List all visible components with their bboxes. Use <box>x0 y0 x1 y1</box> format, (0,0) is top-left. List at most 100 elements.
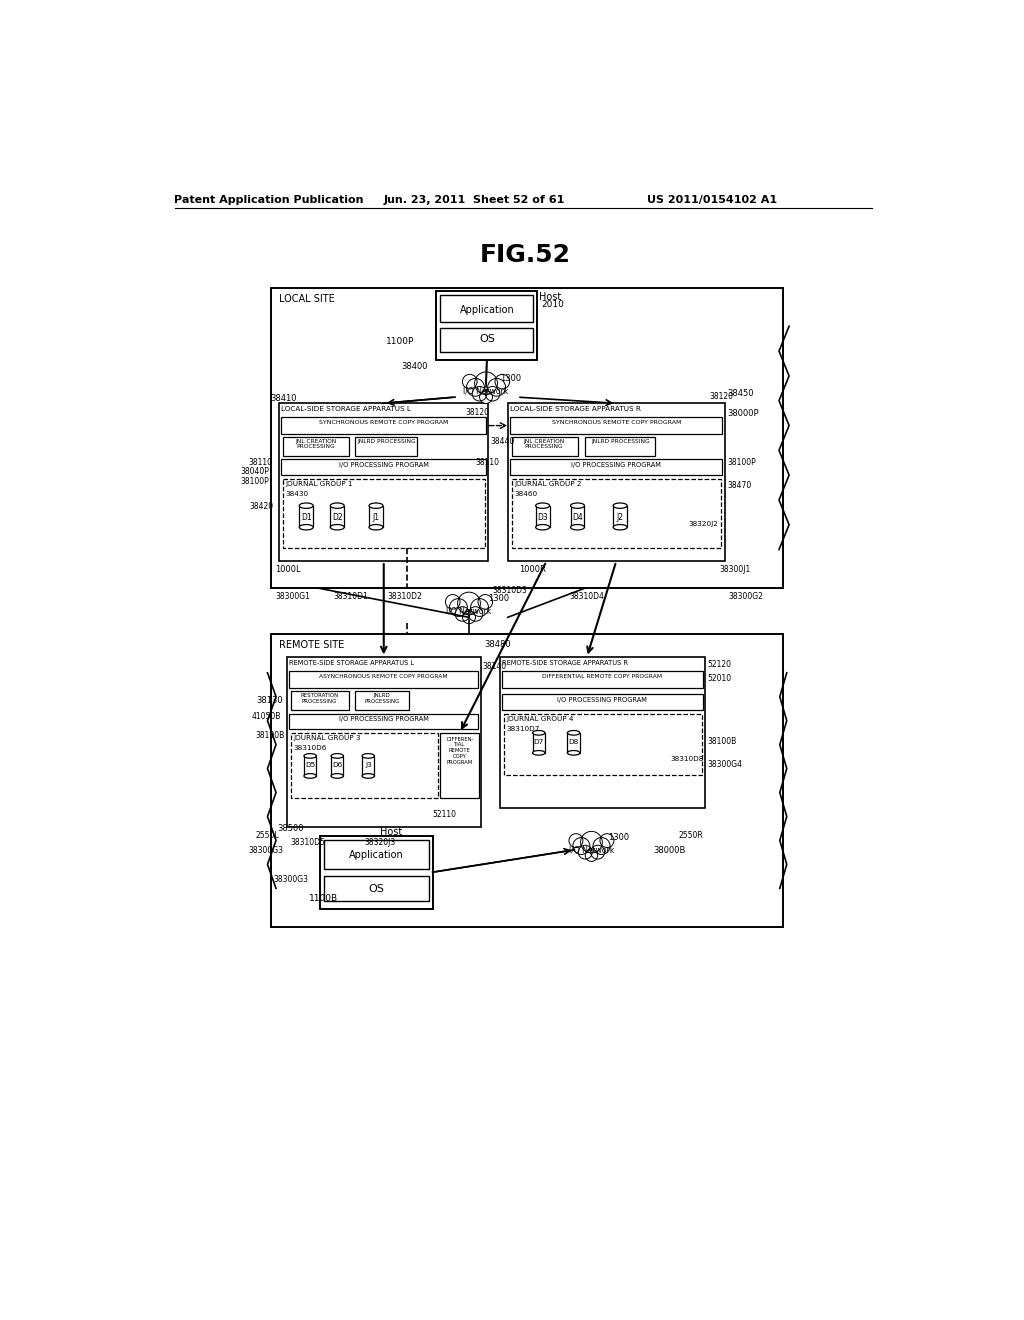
Bar <box>331 506 344 527</box>
Text: JOURNAL GROUP 1: JOURNAL GROUP 1 <box>286 480 353 487</box>
Text: 38100P: 38100P <box>241 478 269 486</box>
Text: 38410: 38410 <box>270 395 296 403</box>
Circle shape <box>475 372 498 395</box>
Circle shape <box>463 375 477 389</box>
Ellipse shape <box>369 503 383 508</box>
Ellipse shape <box>331 524 344 529</box>
Text: D4: D4 <box>572 513 583 523</box>
Text: 38300G1: 38300G1 <box>275 591 310 601</box>
Circle shape <box>479 391 493 404</box>
Text: LOCAL-SIDE STORAGE APPARATUS R: LOCAL-SIDE STORAGE APPARATUS R <box>510 405 641 412</box>
Bar <box>440 327 534 352</box>
Circle shape <box>463 611 475 623</box>
Bar <box>299 506 313 527</box>
Bar <box>436 290 538 360</box>
Circle shape <box>572 837 590 854</box>
Text: SYNCHRONOUS REMOTE COPY PROGRAM: SYNCHRONOUS REMOTE COPY PROGRAM <box>552 420 681 425</box>
Text: Host: Host <box>380 826 402 837</box>
Bar <box>355 692 410 710</box>
Text: 38470: 38470 <box>727 480 752 490</box>
Bar <box>503 671 703 688</box>
Bar <box>570 506 585 527</box>
Text: LOCAL SITE: LOCAL SITE <box>280 294 335 304</box>
Text: US 2011/0154102 A1: US 2011/0154102 A1 <box>647 195 777 206</box>
Text: JNLRD PROCESSING: JNLRD PROCESSING <box>591 438 649 444</box>
Bar <box>500 657 706 808</box>
Ellipse shape <box>331 774 343 779</box>
Circle shape <box>487 379 506 396</box>
Ellipse shape <box>570 503 585 508</box>
Text: 38110: 38110 <box>248 458 272 467</box>
Bar <box>321 836 432 909</box>
Text: D3: D3 <box>538 513 548 523</box>
Circle shape <box>569 834 583 847</box>
Ellipse shape <box>331 503 344 508</box>
Text: OS: OS <box>368 884 384 894</box>
Ellipse shape <box>304 754 316 758</box>
Circle shape <box>591 845 604 859</box>
Ellipse shape <box>536 524 550 529</box>
Text: 38300G3: 38300G3 <box>248 846 283 855</box>
Text: 38460: 38460 <box>514 491 537 498</box>
Text: 38310D7: 38310D7 <box>506 726 540 731</box>
Bar <box>282 459 486 475</box>
Text: DIFFEREN-
TIAL
REMOTE
COPY
PROGRAM: DIFFEREN- TIAL REMOTE COPY PROGRAM <box>446 737 473 764</box>
Text: FIG.52: FIG.52 <box>479 243 570 267</box>
Ellipse shape <box>567 751 580 755</box>
Text: I/O PROCESSING PROGRAM: I/O PROCESSING PROGRAM <box>339 462 429 467</box>
Bar <box>283 437 349 455</box>
Text: D2: D2 <box>332 513 343 523</box>
Circle shape <box>581 832 602 853</box>
Text: 38100P: 38100P <box>727 458 756 467</box>
Text: D6: D6 <box>332 762 342 768</box>
Text: 52120: 52120 <box>708 660 732 669</box>
Circle shape <box>579 845 592 859</box>
Circle shape <box>600 834 614 847</box>
Text: 38110: 38110 <box>475 458 500 467</box>
Bar <box>586 437 655 455</box>
Text: JOURNAL GROUP 4: JOURNAL GROUP 4 <box>506 715 573 722</box>
Circle shape <box>478 594 493 609</box>
Bar <box>280 404 488 561</box>
Bar <box>508 404 725 561</box>
Text: 38500: 38500 <box>278 825 304 833</box>
Text: Application: Application <box>460 305 514 314</box>
Text: 38310D6: 38310D6 <box>293 744 327 751</box>
Bar <box>287 657 480 826</box>
Ellipse shape <box>570 524 585 529</box>
Text: 38430: 38430 <box>286 491 308 498</box>
Text: 1000L: 1000L <box>275 565 301 574</box>
Text: D5: D5 <box>305 762 315 768</box>
Bar <box>503 694 703 710</box>
Bar <box>282 417 486 434</box>
Text: 38310D3: 38310D3 <box>493 586 527 595</box>
Bar <box>510 417 722 434</box>
Text: 1100P: 1100P <box>386 337 415 346</box>
Text: JNL CREATION
PROCESSING: JNL CREATION PROCESSING <box>295 438 336 450</box>
Text: 38120: 38120 <box>465 408 489 417</box>
Text: Host: Host <box>539 293 561 302</box>
Ellipse shape <box>362 754 375 758</box>
Circle shape <box>471 598 488 616</box>
Text: I/O PROCESSING PROGRAM: I/O PROCESSING PROGRAM <box>339 715 429 722</box>
Ellipse shape <box>567 730 580 735</box>
Circle shape <box>467 379 484 396</box>
Bar <box>510 459 722 475</box>
Text: 41050B: 41050B <box>252 711 282 721</box>
Text: 38310D5: 38310D5 <box>291 838 326 847</box>
Text: 38320J2: 38320J2 <box>689 521 719 527</box>
Bar <box>369 506 383 527</box>
Bar <box>324 840 429 869</box>
Ellipse shape <box>304 774 316 779</box>
Text: Patent Application Publication: Patent Application Publication <box>174 195 364 206</box>
Text: 38300G2: 38300G2 <box>729 591 764 601</box>
Text: 38310D8: 38310D8 <box>671 756 703 762</box>
Text: REMOTE-SIDE STORAGE APPARATUS L: REMOTE-SIDE STORAGE APPARATUS L <box>289 660 414 665</box>
Text: REMOTE-SIDE STORAGE APPARATUS R: REMOTE-SIDE STORAGE APPARATUS R <box>503 660 629 665</box>
Bar <box>532 733 545 752</box>
Text: 38040P: 38040P <box>241 467 269 477</box>
Text: 2550L: 2550L <box>256 830 280 840</box>
Bar <box>291 733 438 799</box>
Text: D1: D1 <box>301 513 311 523</box>
Text: JNLRD
PROCESSING: JNLRD PROCESSING <box>365 693 400 704</box>
